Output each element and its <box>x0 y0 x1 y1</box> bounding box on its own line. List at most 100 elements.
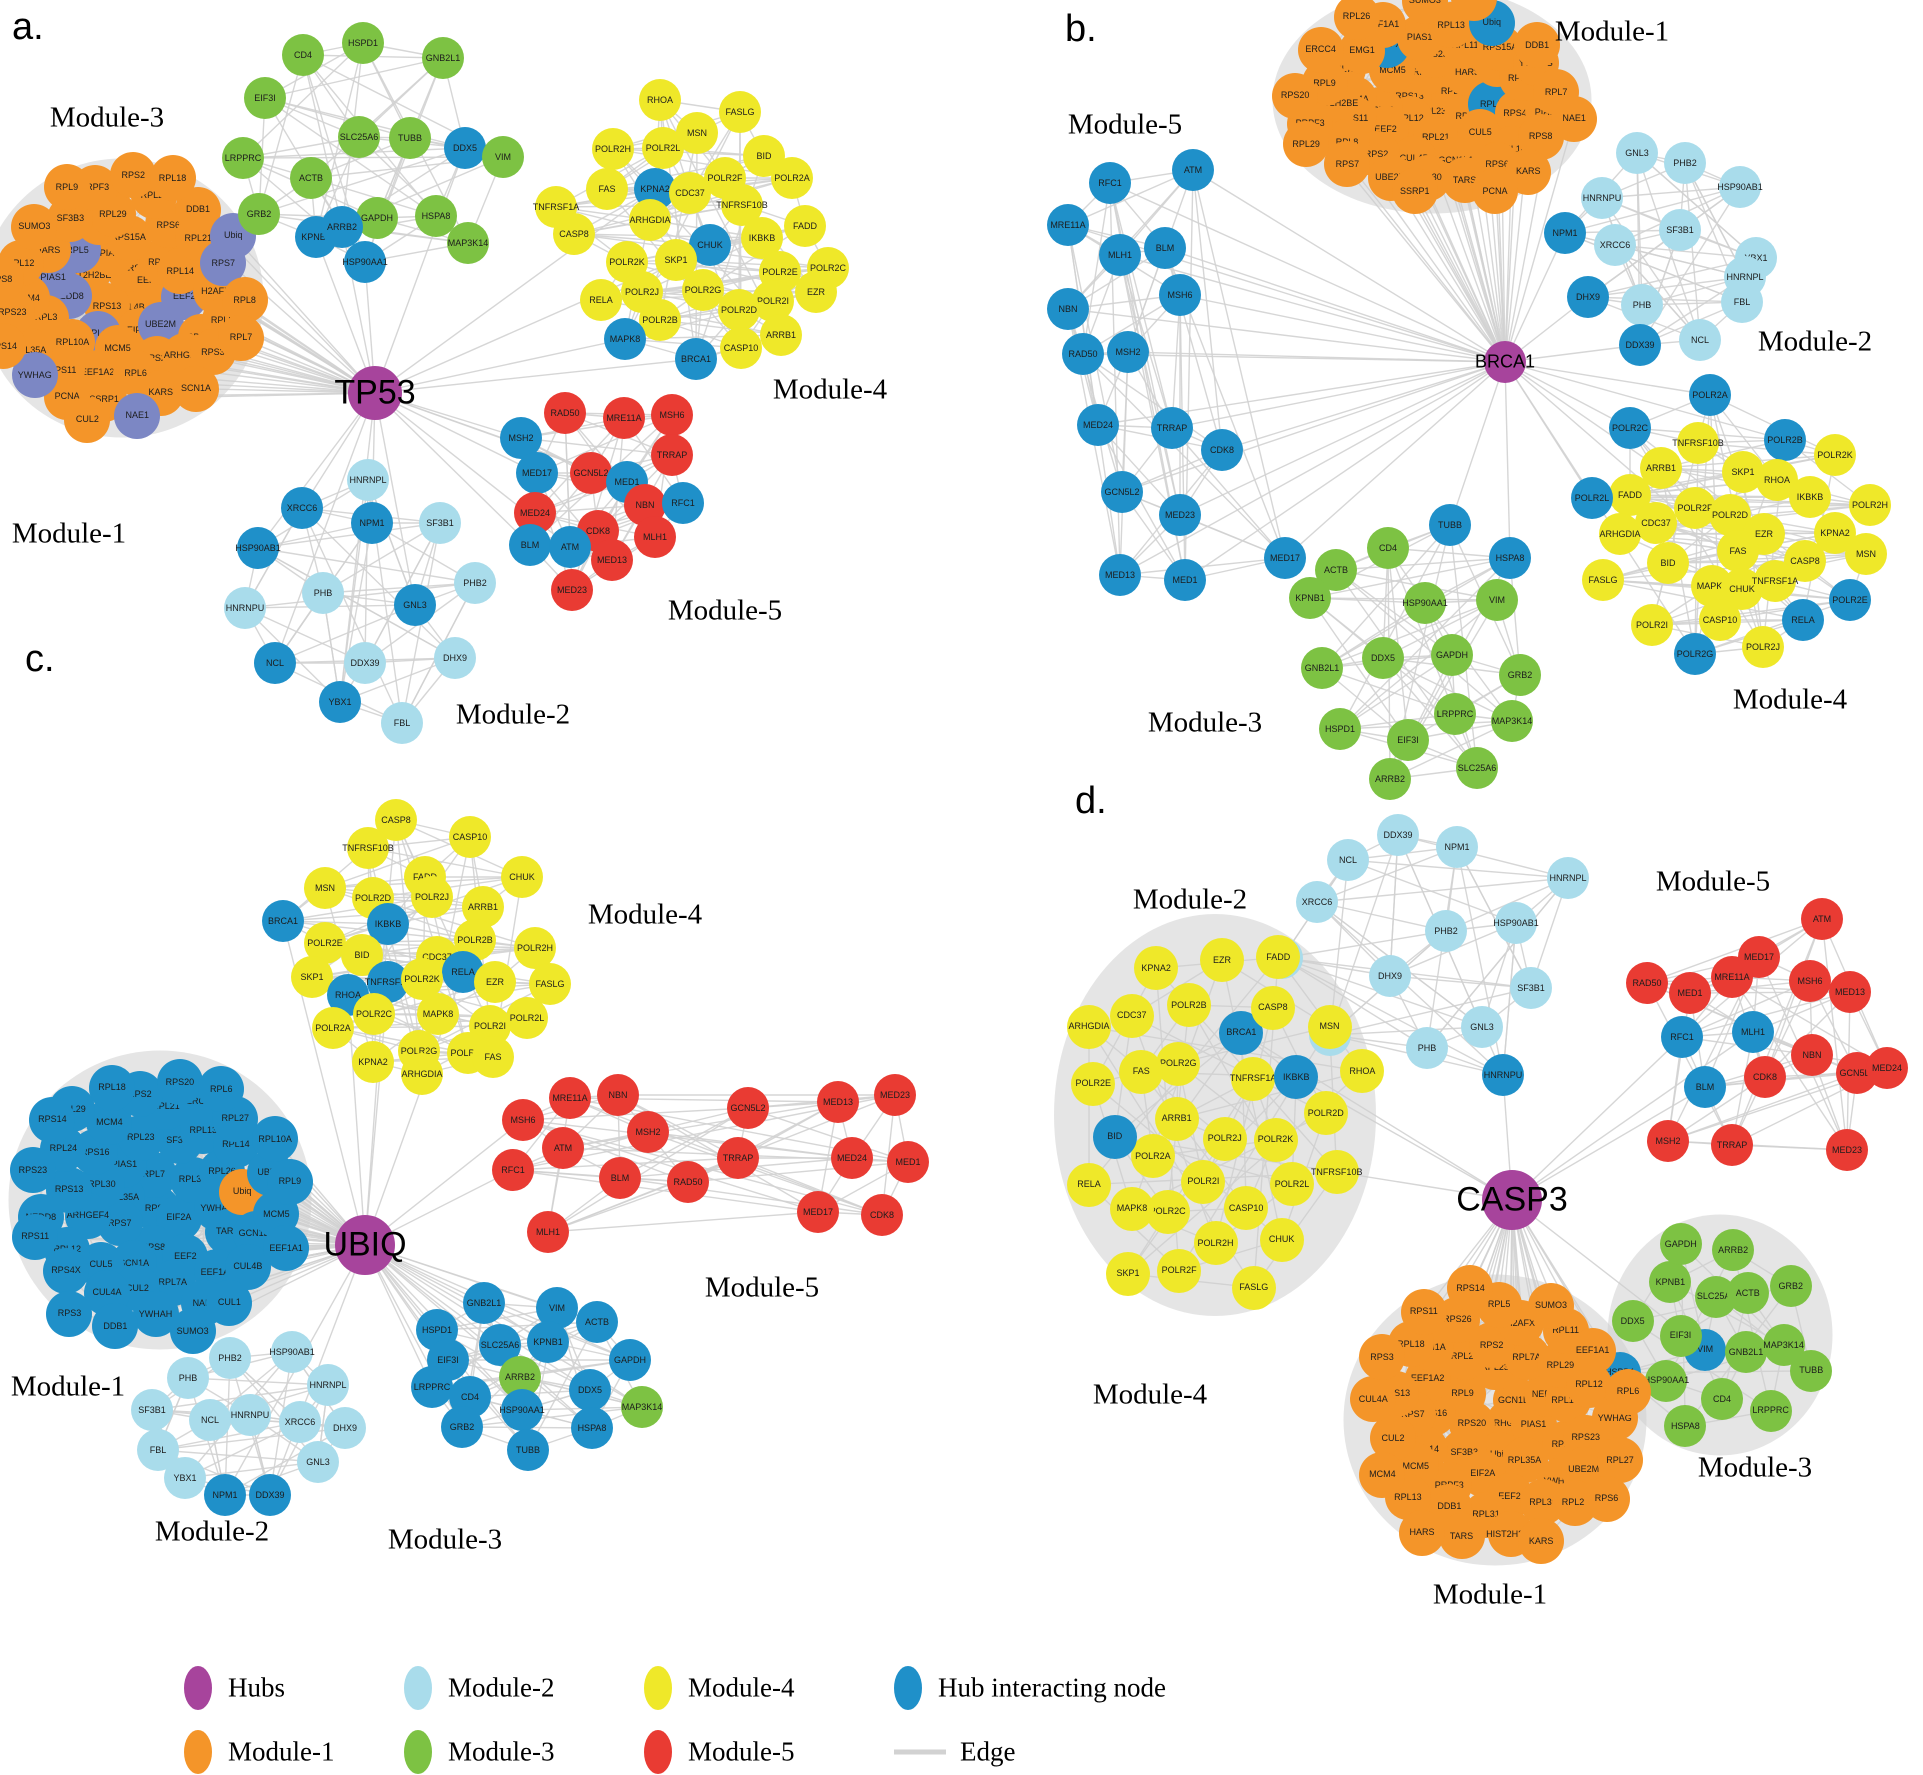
module-label-module-2: Module-2 <box>1757 325 1873 358</box>
node-MAPK8: MAPK8 <box>417 993 459 1035</box>
node-label: CUL4A <box>1358 1393 1388 1404</box>
node-label: EZR <box>486 976 504 987</box>
node-label: BID <box>1107 1131 1123 1142</box>
node-GNL3: GNL3 <box>297 1441 339 1483</box>
node-label: CUL5 <box>89 1259 113 1270</box>
node-EZR: EZR <box>1199 938 1244 983</box>
node-EIF3I: EIF3I <box>1659 1314 1702 1357</box>
node-label: RPS11 <box>48 364 77 375</box>
node-label: POLR2A <box>1135 1150 1171 1161</box>
node-NBN: NBN <box>597 1074 639 1116</box>
node-label: RPL11 <box>1451 40 1479 51</box>
node-GAPDH: GAPDH <box>1431 634 1473 676</box>
node-label: RFC1 <box>501 1164 525 1175</box>
node-label: HIST2H2BE <box>62 269 112 280</box>
node-label: RPS14 <box>1456 1282 1485 1293</box>
node-VIM: VIM <box>1476 579 1518 621</box>
node-TNFRSF10B: TNFRSF10B <box>342 827 394 869</box>
node-label: XRCC6 <box>1301 896 1333 907</box>
node-label: PCNA <box>1482 185 1508 196</box>
node-FAS: FAS <box>1119 1049 1164 1094</box>
node-RPL6: RPL6 <box>198 1066 245 1112</box>
node-RPS14: RPS14 <box>1447 1265 1494 1311</box>
node-label: POLR2B <box>642 314 678 325</box>
node-POLR2B: POLR2B <box>639 299 681 341</box>
node-POLR2F: POLR2F <box>1157 1248 1202 1293</box>
node-MSN: MSN <box>1307 1004 1352 1049</box>
node-label: GCN5L2 <box>1104 486 1140 497</box>
node-label: NBN <box>635 499 655 510</box>
node-label: ARHGEF4 <box>66 1210 110 1221</box>
node-PHB2: PHB2 <box>1664 142 1706 184</box>
node-label: POLR2L <box>1274 1178 1310 1189</box>
node-label: HSPA8 <box>1670 1420 1700 1431</box>
node-label: CUL4B <box>233 1261 263 1272</box>
node-RPL18: RPL18 <box>149 155 196 202</box>
node-label: DDX39 <box>1383 829 1413 840</box>
node-POLR2G: POLR2G <box>1156 1041 1201 1086</box>
node-CDK8: CDK8 <box>1744 1056 1786 1098</box>
node-PHB: PHB <box>1406 1027 1448 1069</box>
node-TRRAP: TRRAP <box>717 1137 759 1179</box>
node-label: SLC25A6 <box>480 1339 520 1350</box>
node-MED24: MED24 <box>1866 1047 1908 1089</box>
node-label: H2AFX <box>201 285 231 296</box>
node-MSH2: MSH2 <box>1647 1120 1689 1162</box>
hub-label: BRCA1 <box>1474 351 1536 372</box>
node-label: RPS8 <box>0 273 13 284</box>
node-label: MSH2 <box>1655 1135 1681 1146</box>
module-label-module-2: Module-2 <box>1132 883 1248 916</box>
node-RAD50: RAD50 <box>1062 333 1104 375</box>
node-MED17: MED17 <box>1264 537 1306 579</box>
node-label: MCM5 <box>1402 1460 1430 1471</box>
node-RPS2: RPS2 <box>110 152 157 199</box>
node-PHB2: PHB2 <box>454 562 496 604</box>
node-label: ACTB <box>298 172 323 183</box>
module-label-module-5: Module-5 <box>1067 108 1183 141</box>
node-GRB2: GRB2 <box>1499 654 1541 696</box>
node-LRPPRC: LRPPRC <box>222 137 264 179</box>
node-RAD50: RAD50 <box>544 392 586 434</box>
node-label: CDC37 <box>422 951 452 962</box>
node-SF3B1: SF3B1 <box>1510 967 1552 1009</box>
node-FAS: FAS <box>1717 530 1759 572</box>
node-label: RPL8 <box>233 294 256 305</box>
node-label: TUBB <box>1437 519 1462 530</box>
legend-swatch-module-3 <box>404 1730 432 1774</box>
node-MED13: MED13 <box>591 539 633 581</box>
node-label: POLR2K <box>609 256 645 267</box>
node-EZR: EZR <box>474 961 516 1003</box>
node-RELA: RELA <box>580 279 622 321</box>
node-label: MED24 <box>1082 419 1113 430</box>
node-BLM: BLM <box>599 1157 641 1199</box>
node-FBL: FBL <box>381 702 423 744</box>
node-label: RPS6 <box>156 219 181 230</box>
node-DDX39: DDX39 <box>1377 814 1419 856</box>
node-GNL3: GNL3 <box>1616 132 1658 174</box>
node-LRPPRC: LRPPRC <box>411 1366 453 1408</box>
node-label: RELA <box>451 966 475 977</box>
node-label: TNFRSF1A <box>364 976 412 987</box>
node-DHX9: DHX9 <box>324 1407 366 1449</box>
node-label: RPL7A <box>1329 63 1358 74</box>
node-RPL29: RPL29 <box>1283 121 1330 168</box>
node-label: POLR2H <box>594 143 631 154</box>
node-label: RPS14 <box>0 340 17 351</box>
node-label: POLR2D <box>720 304 757 315</box>
legend-label: Hub interacting node <box>938 1672 1166 1703</box>
node-EIF3I: EIF3I <box>1387 719 1429 761</box>
node-RFC1: RFC1 <box>1089 162 1131 204</box>
node-GAPDH: GAPDH <box>1659 1223 1702 1266</box>
node-label: HNRNPU <box>225 602 265 613</box>
node-label: CUL4B <box>115 302 145 313</box>
node-label: HNRNPL <box>1549 872 1587 883</box>
node-RPS11: RPS11 <box>1400 1288 1447 1335</box>
node-label: RPS13 <box>92 300 122 311</box>
node-POLR2D: POLR2D <box>718 289 760 331</box>
node-label: HNRNPU <box>1582 192 1622 203</box>
node-ACTB: ACTB <box>1315 549 1357 591</box>
node-label: RPS23 <box>18 1164 48 1175</box>
node-label: MED24 <box>1871 1062 1902 1073</box>
node-POLR2D: POLR2D <box>1303 1091 1348 1136</box>
node-CD4: CD4 <box>1367 527 1409 569</box>
